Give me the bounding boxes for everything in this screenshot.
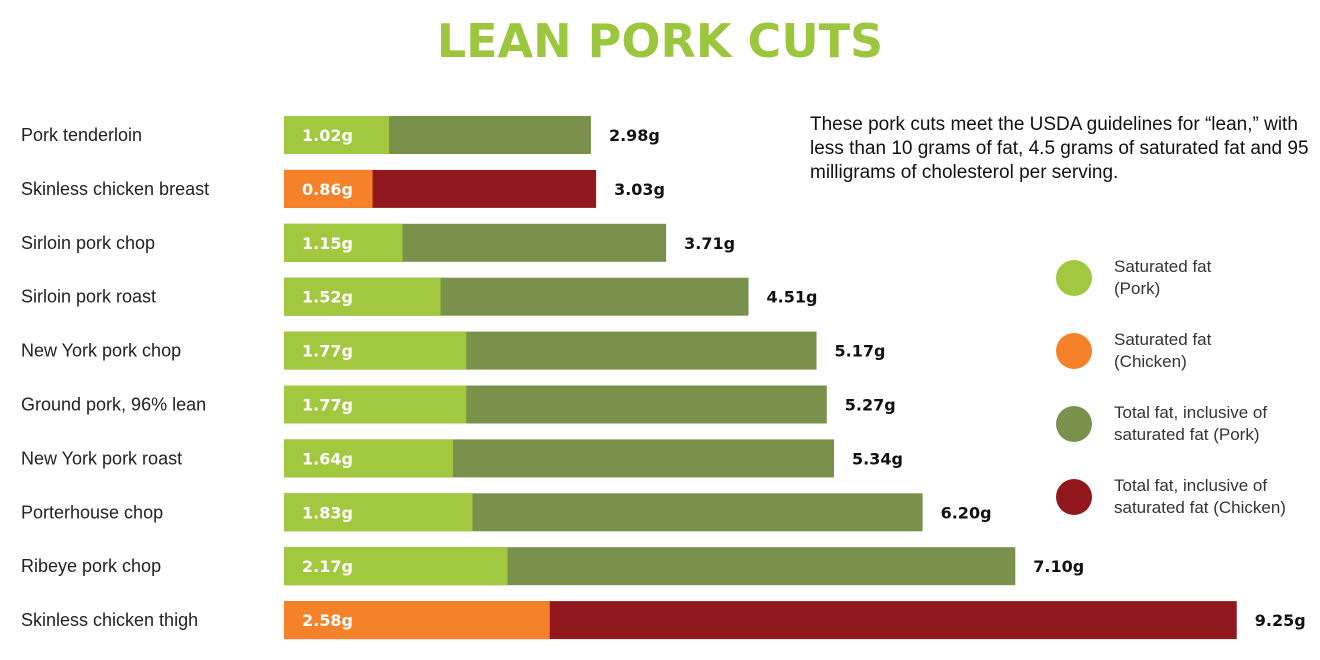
saturated-fat-value-label: 0.86g xyxy=(302,180,353,199)
total-fat-value-label: 6.20g xyxy=(941,503,992,522)
category-label: Ground pork, 96% lean xyxy=(21,395,206,415)
total-fat-value-label: 2.98g xyxy=(609,126,660,145)
saturated-fat-bar xyxy=(284,547,508,586)
bar-row-skinless-chicken-thigh: Skinless chicken thigh 2.58g 9.25g xyxy=(21,601,1306,640)
saturated-fat-value-label: 1.77g xyxy=(302,342,353,361)
saturated-fat-bar xyxy=(284,223,403,262)
saturated-fat-bar xyxy=(284,601,550,640)
saturated-fat-value-label: 1.15g xyxy=(302,234,353,253)
legend-swatch-total-chicken xyxy=(1056,479,1092,515)
bar-row-sirloin-pork-roast: Sirloin pork roast 1.52g 4.51g xyxy=(21,277,818,316)
bar-row-pork-tenderloin: Pork tenderloin 1.02g 2.98g xyxy=(21,116,660,154)
legend-swatch-sat-chicken xyxy=(1056,333,1092,369)
category-label: New York pork chop xyxy=(21,341,181,361)
total-fat-value-label: 9.25g xyxy=(1255,611,1306,630)
total-fat-value-label: 5.17g xyxy=(835,342,886,361)
category-label: Ribeye pork chop xyxy=(21,556,161,576)
legend-swatch-sat-pork xyxy=(1056,260,1092,296)
bar-row-ground-pork-96-lean: Ground pork, 96% lean 1.77g 5.27g xyxy=(21,385,896,424)
saturated-fat-value-label: 1.77g xyxy=(302,396,353,415)
saturated-fat-bar xyxy=(284,493,473,532)
saturated-fat-value-label: 1.02g xyxy=(302,126,353,145)
bar-row-new-york-pork-roast: New York pork roast 1.64g 5.34g xyxy=(21,439,903,478)
category-label: Porterhouse chop xyxy=(21,502,163,522)
saturated-fat-bar xyxy=(284,385,467,424)
saturated-fat-value-label: 1.64g xyxy=(302,449,353,468)
total-fat-value-label: 3.71g xyxy=(684,234,735,253)
bar-row-sirloin-pork-chop: Sirloin pork chop 1.15g 3.71g xyxy=(21,223,735,262)
bar-row-ribeye-pork-chop: Ribeye pork chop 2.17g 7.10g xyxy=(21,547,1084,586)
legend-label-sat-pork: Saturated fat (Pork) xyxy=(1114,257,1212,298)
legend-label-total-chicken: Total fat, inclusive of saturated fat (C… xyxy=(1114,476,1286,517)
bar-row-new-york-pork-chop: New York pork chop 1.77g 5.17g xyxy=(21,331,886,370)
saturated-fat-value-label: 1.52g xyxy=(302,288,353,307)
saturated-fat-bar xyxy=(284,116,390,154)
saturated-fat-value-label: 2.17g xyxy=(302,557,353,576)
legend-label-sat-chicken: Saturated fat (Chicken) xyxy=(1114,330,1212,371)
saturated-fat-bar xyxy=(284,439,453,478)
saturated-fat-value-label: 1.83g xyxy=(302,503,353,522)
bar-row-skinless-chicken-breast: Skinless chicken breast 0.86g 3.03g xyxy=(21,169,665,208)
total-fat-value-label: 5.27g xyxy=(845,396,896,415)
category-label: Skinless chicken breast xyxy=(21,179,209,199)
total-fat-value-label: 5.34g xyxy=(852,449,903,468)
lean-guideline-note: These pork cuts meet the USDA guidelines… xyxy=(810,114,1309,183)
total-fat-value-label: 3.03g xyxy=(614,180,665,199)
saturated-fat-value-label: 2.58g xyxy=(302,611,353,630)
legend-label-total-pork: Total fat, inclusive of saturated fat (P… xyxy=(1114,403,1268,444)
category-label: Sirloin pork roast xyxy=(21,287,156,307)
category-label: New York pork roast xyxy=(21,448,182,468)
total-fat-value-label: 4.51g xyxy=(767,288,818,307)
category-label: Skinless chicken thigh xyxy=(21,610,198,630)
chart-title: LEAN PORK CUTS xyxy=(436,14,884,68)
saturated-fat-bar xyxy=(284,331,467,370)
legend-swatch-total-pork xyxy=(1056,406,1092,442)
total-fat-value-label: 7.10g xyxy=(1033,557,1084,576)
saturated-fat-bar xyxy=(284,169,373,208)
bar-row-porterhouse-chop: Porterhouse chop 1.83g 6.20g xyxy=(21,493,992,532)
category-label: Pork tenderloin xyxy=(21,125,142,145)
category-label: Sirloin pork chop xyxy=(21,233,155,253)
saturated-fat-bar xyxy=(284,277,441,316)
